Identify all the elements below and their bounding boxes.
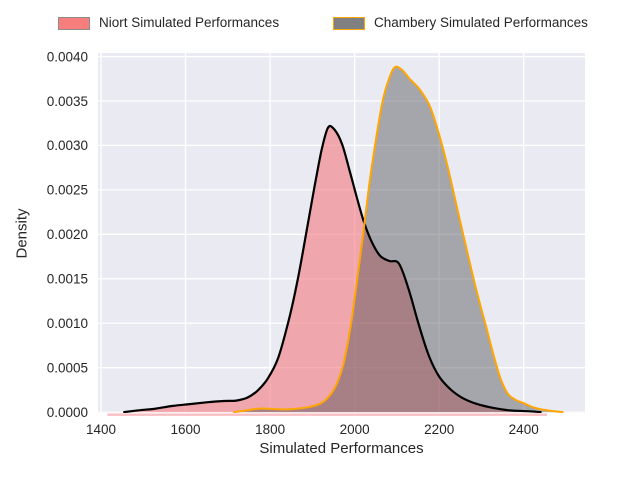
y-tick-label: 0.0010 [47, 316, 88, 331]
y-tick-label: 0.0035 [47, 94, 88, 109]
legend-item-niort[interactable]: Niort Simulated Performances [58, 14, 279, 32]
y-tick-label: 0.0015 [47, 272, 88, 287]
density-curve-niort [123, 124, 542, 413]
density-curve-chambery [233, 65, 564, 413]
x-axis-label: Simulated Performances [259, 440, 424, 457]
x-tick-label: 1400 [86, 422, 116, 437]
y-tick-label: 0.0040 [47, 49, 88, 64]
x-tick-label: 1600 [170, 422, 200, 437]
x-tick-label: 1800 [255, 422, 285, 437]
chambery-legend-label: Chambery Simulated Performances [374, 15, 588, 30]
density-fill-niort [124, 126, 541, 413]
y-tick-label: 0.0020 [47, 227, 88, 242]
niort-legend-label: Niort Simulated Performances [99, 15, 280, 30]
y-tick-label: 0.0030 [47, 138, 88, 153]
y-tick-label: 0.0005 [47, 361, 88, 376]
x-tick-label: 2200 [424, 422, 454, 437]
legend-item-chambery[interactable]: Chambery Simulated Performances [333, 14, 588, 32]
y-tick-label: 0.0000 [47, 405, 88, 420]
x-tick-label: 2000 [340, 422, 370, 437]
chambery-legend-swatch [333, 16, 365, 30]
density-fill-chambery [234, 66, 563, 413]
niort-legend-swatch [58, 16, 90, 30]
y-axis-label: Density [13, 208, 31, 259]
y-tick-label: 0.0025 [47, 183, 88, 198]
x-tick-label: 2400 [509, 422, 539, 437]
baseline-fill-strip [107, 413, 548, 416]
